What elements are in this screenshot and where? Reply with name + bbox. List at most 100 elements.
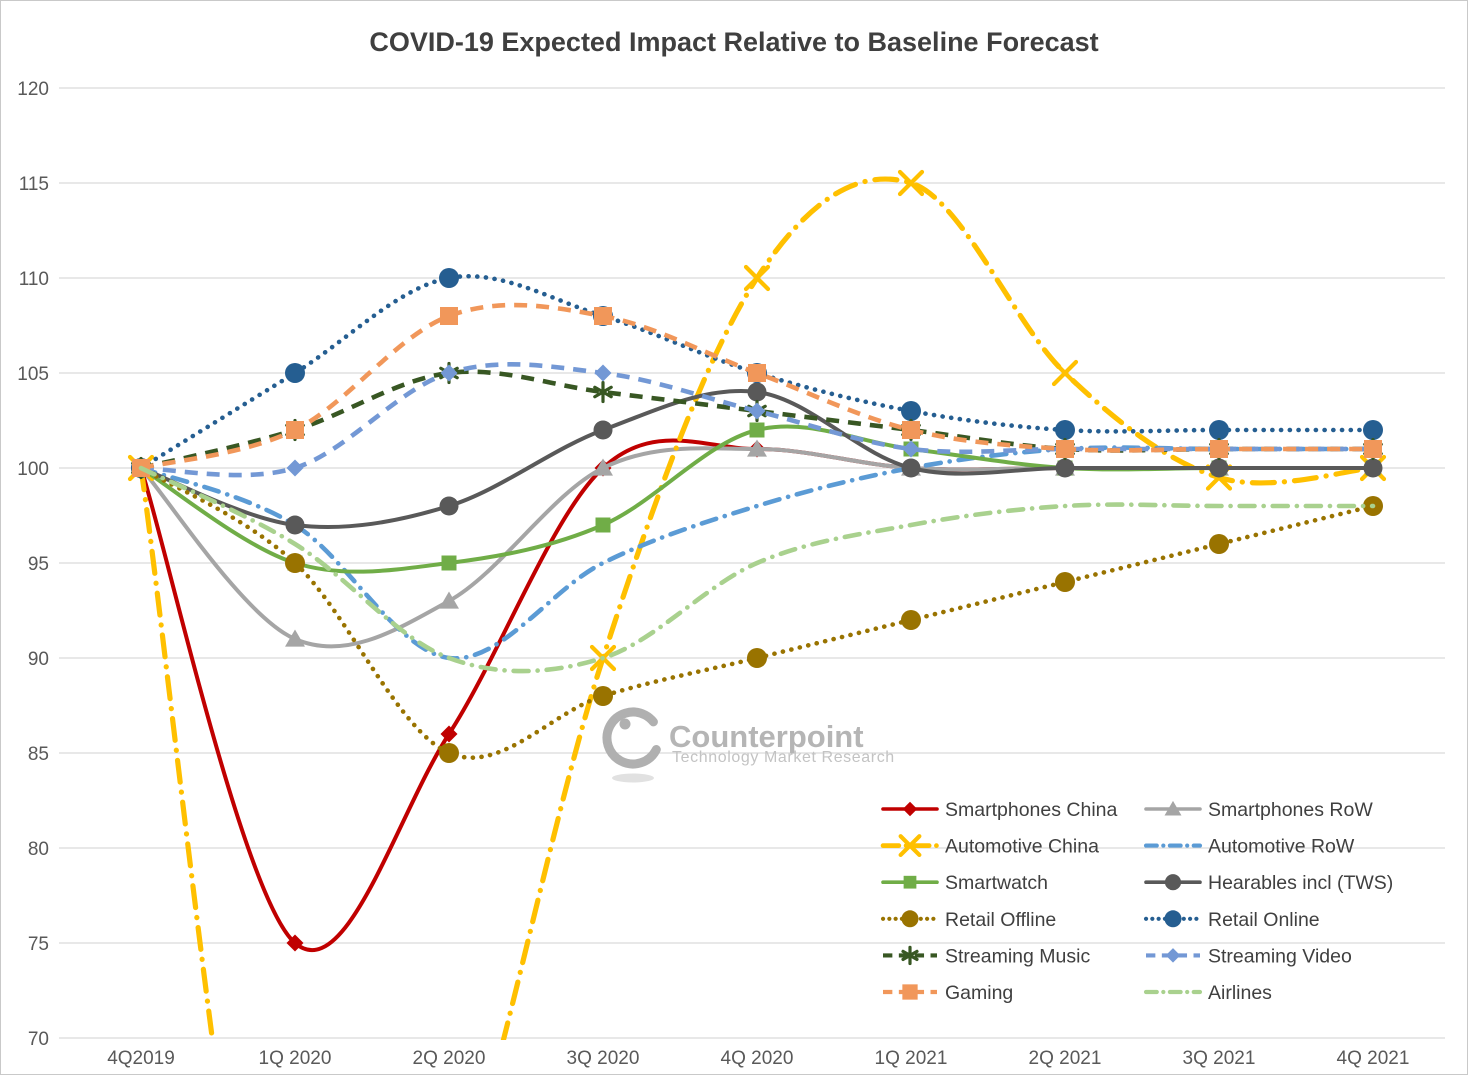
legend-label-streaming-music: Streaming Music [945, 945, 1090, 967]
y-axis-label: 105 [17, 364, 49, 385]
marker-streaming-video [902, 440, 920, 458]
marker-retail-online [1363, 420, 1383, 440]
watermark: Counterpoint Technology Market Research [602, 707, 894, 783]
marker-hearables-incl-tws [901, 458, 921, 478]
legend-item-retail-offline: Retail Offline [880, 909, 1056, 931]
series-line-smartphones-china [139, 438, 1375, 953]
legend-item-automotive-china: Automotive China [880, 834, 1099, 858]
legend-label-automotive-china: Automotive China [945, 836, 1099, 858]
marker-streaming-video [286, 459, 304, 477]
x-axis-label: 1Q 2021 [875, 1048, 948, 1069]
marker-gaming [1210, 440, 1228, 458]
y-axis-label: 115 [19, 174, 49, 195]
y-axis-label: 110 [19, 269, 49, 290]
marker-gaming [1364, 440, 1382, 458]
series-smartphones-row [131, 439, 1383, 649]
marker-smartphones-china [440, 725, 458, 743]
x-axis-label: 3Q 2020 [567, 1048, 640, 1069]
marker-retail-offline [1209, 534, 1229, 554]
marker-hearables-incl-tws [1055, 458, 1075, 478]
legend-marker-streaming-music [901, 945, 919, 966]
marker-retail-online [1055, 420, 1075, 440]
marker-retail-online [901, 401, 921, 421]
marker-smartphones-row [593, 458, 613, 476]
marker-smartwatch [749, 422, 765, 438]
x-axis-label: 4Q 2021 [1337, 1048, 1410, 1069]
series-line-airlines [138, 465, 1376, 674]
marker-automotive-china [1051, 359, 1079, 387]
marker-smartwatch [441, 555, 457, 571]
legend-label-smartwatch: Smartwatch [945, 872, 1048, 894]
y-axis-label: 95 [28, 554, 49, 575]
counterpoint-logo-icon [602, 707, 664, 769]
counterpoint-logo-dot [619, 718, 631, 730]
legend-item-retail-online: Retail Online [1143, 909, 1320, 931]
marker-hearables-incl-tws [1209, 458, 1229, 478]
legend-marker-hearables-incl-tws [1164, 874, 1182, 891]
x-axis-label: 4Q 2020 [721, 1048, 794, 1069]
legend-label-gaming: Gaming [945, 982, 1013, 1004]
marker-gaming [1056, 440, 1074, 458]
legend-label-automotive-row: Automotive RoW [1208, 836, 1355, 858]
legend-label-airlines: Airlines [1208, 982, 1272, 1004]
marker-smartphones-row [439, 591, 459, 609]
legend: Smartphones China Smartphones RoW Automoti… [880, 799, 1393, 1004]
legend-item-streaming-music: Streaming Music [883, 945, 1090, 967]
marker-streaming-video [594, 364, 612, 382]
legend-marker-automotive-china [898, 834, 922, 858]
legend-marker-smartwatch [903, 875, 917, 889]
legend-item-hearables-incl-tws: Hearables incl (TWS) [1144, 872, 1393, 894]
y-axis-label: 120 [17, 79, 49, 100]
legend-marker-retail-offline [901, 910, 919, 928]
legend-item-smartphones-row: Smartphones RoW [1144, 799, 1373, 821]
marker-retail-offline [593, 686, 613, 706]
marker-hearables-incl-tws [747, 382, 767, 402]
marker-streaming-video [748, 402, 766, 420]
marker-retail-offline [285, 553, 305, 573]
series-line-automotive-china [138, 176, 1376, 1040]
marker-smartphones-china [286, 934, 304, 952]
legend-label-retail-online: Retail Online [1208, 909, 1320, 931]
x-axis-label: 4Q2019 [107, 1048, 175, 1069]
legend-item-gaming: Gaming [883, 982, 1013, 1004]
y-axis-label: 70 [28, 1029, 49, 1050]
legend-label-smartphones-china: Smartphones China [945, 799, 1118, 821]
marker-gaming [440, 307, 458, 325]
legend-label-hearables-incl-tws: Hearables incl (TWS) [1208, 872, 1393, 894]
y-axis-label: 100 [17, 459, 49, 480]
legend-marker-smartphones-china [902, 801, 918, 817]
legend-marker-streaming-video [1165, 948, 1181, 963]
legend-item-smartphones-china: Smartphones China [881, 799, 1118, 821]
legend-item-automotive-row: Automotive RoW [1143, 836, 1355, 858]
marker-hearables-incl-tws [439, 496, 459, 516]
series-line-retail-offline [138, 465, 1376, 760]
x-axis-label: 2Q 2021 [1029, 1048, 1102, 1069]
legend-item-streaming-video: Streaming Video [1146, 945, 1352, 967]
marker-hearables-incl-tws [285, 515, 305, 535]
marker-smartphones-row [285, 629, 305, 647]
marker-retail-offline [901, 610, 921, 630]
legend-marker-smartphones-row [1164, 800, 1182, 816]
marker-automotive-china [743, 264, 771, 292]
marker-streaming-video [440, 364, 458, 382]
x-axis-label: 2Q 2020 [413, 1048, 486, 1069]
marker-smartphones-row [747, 439, 767, 457]
legend-label-smartphones-row: Smartphones RoW [1208, 799, 1373, 821]
marker-hearables-incl-tws [593, 420, 613, 440]
legend-item-airlines: Airlines [1143, 982, 1272, 1004]
series-automotive-china [127, 169, 1387, 1040]
marker-gaming [902, 421, 920, 439]
marker-gaming [748, 364, 766, 382]
marker-retail-online [1209, 420, 1229, 440]
series-group [127, 169, 1387, 1040]
y-axis-label: 90 [28, 649, 49, 670]
watermark-brand: Counterpoint [669, 719, 864, 754]
marker-gaming [594, 307, 612, 325]
x-axis-label: 1Q 2020 [259, 1048, 332, 1069]
marker-retail-online [439, 268, 459, 288]
marker-smartwatch [595, 517, 611, 533]
series-smartphones-china [132, 438, 1382, 953]
series-line-streaming-music [140, 369, 1373, 471]
x-axis-label: 3Q 2021 [1183, 1048, 1256, 1069]
